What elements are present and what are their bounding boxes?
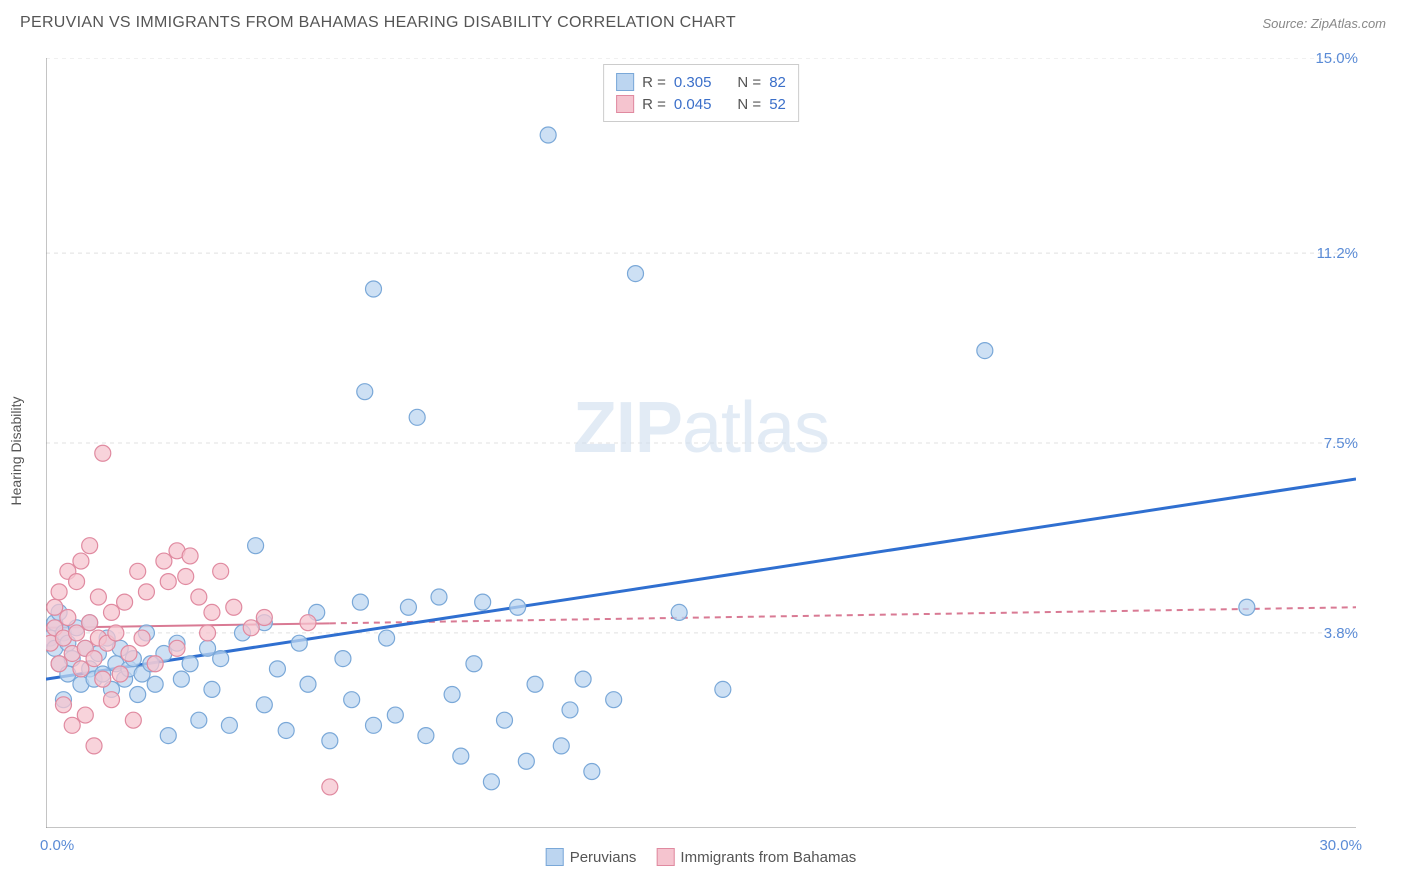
legend-series: Peruvians Immigrants from Bahamas: [546, 848, 857, 866]
scatter-plot: [46, 58, 1356, 828]
y-axis-tick-label: 7.5%: [1324, 435, 1358, 452]
legend-item-bahamas: Immigrants from Bahamas: [656, 848, 856, 866]
legend-swatch-pink: [616, 95, 634, 113]
legend-stats: R = 0.305 N = 82 R = 0.045 N = 52: [603, 64, 799, 122]
legend-stats-row: R = 0.305 N = 82: [616, 71, 786, 93]
y-axis-label: Hearing Disability: [8, 397, 24, 506]
n-label: N =: [737, 96, 761, 113]
r-value: 0.305: [674, 74, 712, 91]
legend-stats-row: R = 0.045 N = 52: [616, 93, 786, 115]
legend-label: Peruvians: [570, 849, 637, 866]
chart-title: PERUVIAN VS IMMIGRANTS FROM BAHAMAS HEAR…: [20, 14, 736, 32]
n-label: N =: [737, 74, 761, 91]
legend-item-peruvians: Peruvians: [546, 848, 637, 866]
n-value: 52: [769, 96, 786, 113]
r-value: 0.045: [674, 96, 712, 113]
r-label: R =: [642, 74, 666, 91]
x-axis-end: 30.0%: [1319, 837, 1362, 854]
x-axis-start: 0.0%: [40, 837, 74, 854]
legend-swatch-blue: [546, 848, 564, 866]
n-value: 82: [769, 74, 786, 91]
chart-source: Source: ZipAtlas.com: [1262, 16, 1386, 31]
y-axis-tick-label: 11.2%: [1317, 245, 1358, 262]
y-axis-tick-label: 15.0%: [1315, 50, 1358, 67]
legend-swatch-blue: [616, 73, 634, 91]
legend-swatch-pink: [656, 848, 674, 866]
y-axis-tick-label: 3.8%: [1324, 625, 1358, 642]
legend-label: Immigrants from Bahamas: [680, 849, 856, 866]
chart-container: Hearing Disability ZIPatlas R = 0.305 N …: [46, 58, 1356, 828]
chart-header: PERUVIAN VS IMMIGRANTS FROM BAHAMAS HEAR…: [0, 0, 1406, 42]
r-label: R =: [642, 96, 666, 113]
